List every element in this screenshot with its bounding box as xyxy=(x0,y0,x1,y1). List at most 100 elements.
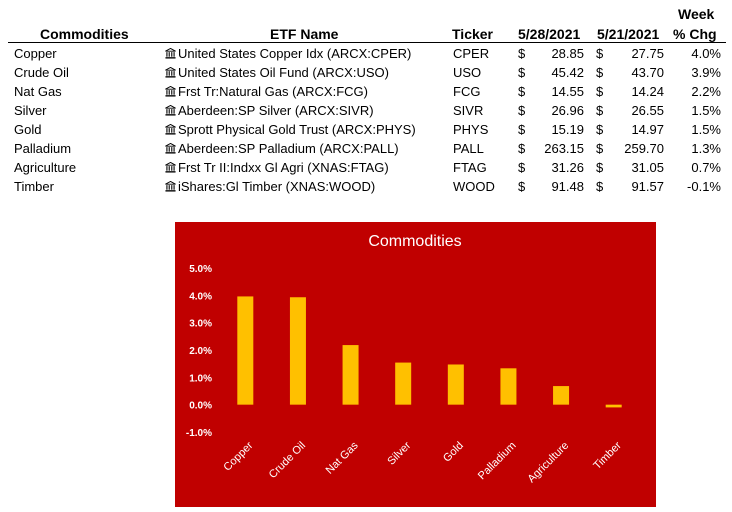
bar xyxy=(237,296,254,405)
price-date-1: 31.26 xyxy=(551,160,584,175)
header-date-2: 5/21/2021 xyxy=(597,26,660,42)
ticker: USO xyxy=(453,65,482,80)
fund-icon xyxy=(165,48,176,59)
header-etf-name: ETF Name xyxy=(270,26,339,42)
commodity-name: Palladium xyxy=(14,141,72,156)
header-ticker: Ticker xyxy=(452,26,493,42)
chart-title: Commodities xyxy=(368,233,461,250)
price-date-2: 27.75 xyxy=(631,46,664,61)
fund-icon xyxy=(165,181,176,192)
x-tick-label: Agriculture xyxy=(526,440,572,486)
currency-symbol: $ xyxy=(518,46,526,61)
y-tick-label: 1.0% xyxy=(189,373,212,384)
commodities-chart: Commodities -1.0% 0.0% 1.0% 2.0% 3.0% 4.0% 5.0%… xyxy=(175,222,656,507)
price-date-2: 26.55 xyxy=(631,103,664,118)
currency-symbol: $ xyxy=(518,179,526,194)
etf-name: Frst Tr II:Indxx Gl Agri (XNAS:FTAG) xyxy=(178,160,389,175)
y-tick-label: 4.0% xyxy=(189,291,212,302)
week-pct-change: 1.3% xyxy=(691,141,721,156)
price-date-2: 259.70 xyxy=(624,141,664,156)
price-date-1: 45.42 xyxy=(551,65,584,80)
ticker: SIVR xyxy=(453,103,484,118)
etf-name-cell: Sprott Physical Gold Trust (ARCX:PHYS) xyxy=(165,121,416,139)
etf-name-cell: United States Oil Fund (ARCX:USO) xyxy=(165,64,389,82)
fund-icon xyxy=(165,162,176,173)
commodity-name: Nat Gas xyxy=(14,84,62,99)
week-pct-change: -0.1% xyxy=(687,179,721,194)
fund-icon xyxy=(165,67,176,78)
commodity-name: Gold xyxy=(14,122,42,137)
y-tick-label: 0.0% xyxy=(189,401,212,412)
ticker: FTAG xyxy=(453,160,487,175)
price-date-1: 14.55 xyxy=(551,84,584,99)
ticker: CPER xyxy=(453,46,490,61)
commodity-name: Copper xyxy=(14,46,57,61)
bar xyxy=(605,404,622,408)
chart-svg: Commodities -1.0% 0.0% 1.0% 2.0% 3.0% 4.0% 5.0%… xyxy=(186,233,624,486)
ticker: FCG xyxy=(453,84,481,99)
header-date-1: 5/28/2021 xyxy=(518,26,581,42)
x-tick-label: Copper xyxy=(221,439,255,473)
price-date-2: 31.05 xyxy=(631,160,664,175)
currency-symbol: $ xyxy=(518,103,526,118)
header-week: Week xyxy=(678,6,715,22)
week-pct-change: 3.9% xyxy=(691,65,721,80)
x-tick-label: Silver xyxy=(385,439,413,467)
etf-name: Aberdeen:SP Palladium (ARCX:PALL) xyxy=(178,141,399,156)
y-tick-label: 2.0% xyxy=(189,346,212,357)
ticker: PALL xyxy=(453,141,484,156)
fund-icon xyxy=(165,86,176,97)
price-date-2: 91.57 xyxy=(631,179,664,194)
bar xyxy=(447,364,464,405)
etf-name-cell: Aberdeen:SP Palladium (ARCX:PALL) xyxy=(165,140,399,158)
currency-symbol: $ xyxy=(596,46,604,61)
currency-symbol: $ xyxy=(518,141,526,156)
commodity-name: Agriculture xyxy=(14,160,77,175)
currency-symbol: $ xyxy=(518,84,526,99)
price-date-1: 15.19 xyxy=(551,122,584,137)
commodities-table: Commodities ETF Name Ticker 5/28/2021 5/… xyxy=(0,0,732,200)
etf-name: Aberdeen:SP Silver (ARCX:SIVR) xyxy=(178,103,374,118)
bar xyxy=(342,345,359,405)
currency-symbol: $ xyxy=(518,122,526,137)
header-divider xyxy=(8,42,726,43)
etf-name: Frst Tr:Natural Gas (ARCX:FCG) xyxy=(178,84,368,99)
commodity-name: Silver xyxy=(14,103,47,118)
etf-name: iShares:Gl Timber (XNAS:WOOD) xyxy=(178,179,376,194)
bar xyxy=(289,297,306,405)
currency-symbol: $ xyxy=(596,65,604,80)
price-date-1: 263.15 xyxy=(544,141,584,156)
x-tick-label: Palladium xyxy=(476,440,519,483)
price-date-2: 14.97 xyxy=(631,122,664,137)
week-pct-change: 2.2% xyxy=(691,84,721,99)
price-date-1: 26.96 xyxy=(551,103,584,118)
header-commodities: Commodities xyxy=(40,26,129,42)
etf-name-cell: Frst Tr II:Indxx Gl Agri (XNAS:FTAG) xyxy=(165,159,389,177)
etf-name-cell: Frst Tr:Natural Gas (ARCX:FCG) xyxy=(165,83,368,101)
fund-icon xyxy=(165,143,176,154)
price-date-2: 14.24 xyxy=(631,84,664,99)
week-pct-change: 0.7% xyxy=(691,160,721,175)
bar xyxy=(500,368,517,405)
y-tick-label: 3.0% xyxy=(189,319,212,330)
week-pct-change: 1.5% xyxy=(691,122,721,137)
fund-icon xyxy=(165,124,176,135)
price-date-2: 43.70 xyxy=(631,65,664,80)
currency-symbol: $ xyxy=(596,84,604,99)
etf-name-cell: United States Copper Idx (ARCX:CPER) xyxy=(165,45,411,63)
ticker: PHYS xyxy=(453,122,489,137)
currency-symbol: $ xyxy=(596,160,604,175)
fund-icon xyxy=(165,105,176,116)
bar xyxy=(395,362,412,405)
commodity-name: Crude Oil xyxy=(14,65,69,80)
week-pct-change: 1.5% xyxy=(691,103,721,118)
x-tick-label: Gold xyxy=(441,440,466,465)
x-tick-label: Nat Gas xyxy=(324,439,361,476)
currency-symbol: $ xyxy=(596,122,604,137)
currency-symbol: $ xyxy=(596,103,604,118)
x-tick-label: Crude Oil xyxy=(267,440,308,481)
price-date-1: 28.85 xyxy=(551,46,584,61)
ticker: WOOD xyxy=(453,179,495,194)
currency-symbol: $ xyxy=(596,179,604,194)
currency-symbol: $ xyxy=(518,65,526,80)
